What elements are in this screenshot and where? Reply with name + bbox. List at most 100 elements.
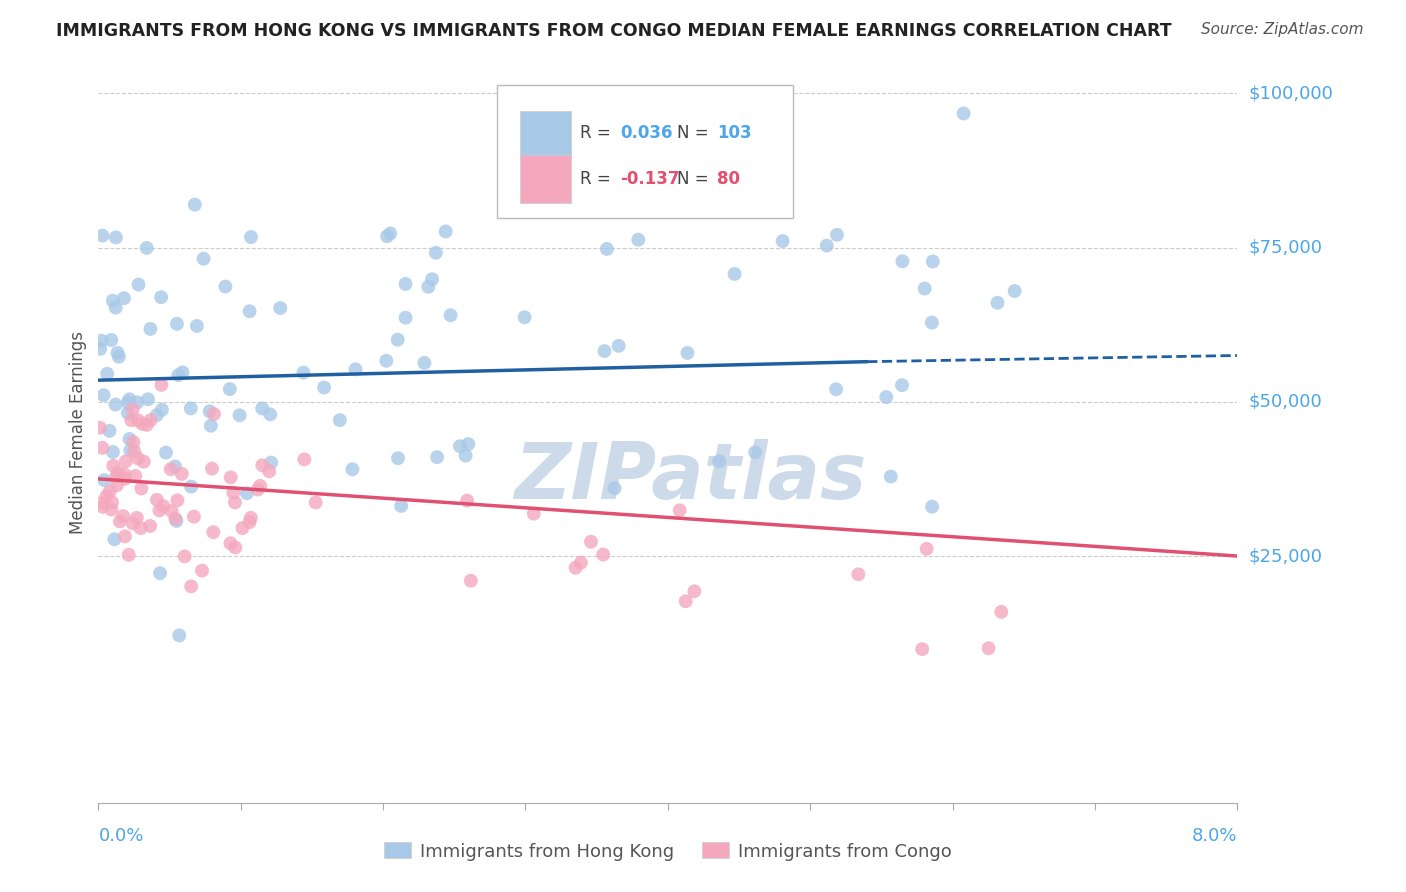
Text: 8.0%: 8.0% <box>1192 828 1237 846</box>
Point <box>166 493 188 508</box>
Point <box>921 500 943 514</box>
Point <box>150 290 173 304</box>
Point <box>418 279 440 293</box>
Point <box>127 413 149 427</box>
Point <box>124 444 146 458</box>
Point <box>96 367 118 381</box>
Point <box>668 503 690 517</box>
Point <box>387 333 409 347</box>
Text: -0.137: -0.137 <box>620 170 679 188</box>
Point <box>683 584 706 599</box>
Point <box>114 472 136 486</box>
Point <box>1004 284 1026 298</box>
Point <box>314 380 336 394</box>
Point <box>135 417 157 432</box>
Point <box>101 293 124 308</box>
Point <box>117 406 139 420</box>
Point <box>166 317 188 331</box>
Point <box>607 339 630 353</box>
Legend: Immigrants from Hong Kong, Immigrants from Congo: Immigrants from Hong Kong, Immigrants fr… <box>377 835 959 868</box>
Point <box>439 308 461 322</box>
Point <box>723 267 745 281</box>
Point <box>236 486 259 500</box>
Point <box>105 478 128 492</box>
Point <box>224 541 246 555</box>
Text: 103: 103 <box>717 124 751 142</box>
Point <box>380 227 402 241</box>
Point <box>193 252 215 266</box>
Text: $100,000: $100,000 <box>1249 84 1333 103</box>
Point <box>240 230 263 244</box>
Point <box>118 432 141 446</box>
Point <box>98 484 121 499</box>
Text: R =: R = <box>581 170 616 188</box>
Point <box>825 227 848 242</box>
Point <box>523 507 546 521</box>
Point <box>127 395 149 409</box>
Point <box>120 443 142 458</box>
FancyBboxPatch shape <box>520 111 571 159</box>
Point <box>167 368 190 383</box>
Point <box>121 516 143 531</box>
Point <box>114 529 136 543</box>
Point <box>146 492 169 507</box>
Point <box>180 579 202 593</box>
Point <box>239 510 262 524</box>
Point <box>596 242 619 256</box>
Point <box>891 254 914 268</box>
Y-axis label: Median Female Earnings: Median Female Earnings <box>69 331 87 534</box>
Point <box>394 277 416 291</box>
Text: IMMIGRANTS FROM HONG KONG VS IMMIGRANTS FROM CONGO MEDIAN FEMALE EARNINGS CORREL: IMMIGRANTS FROM HONG KONG VS IMMIGRANTS … <box>56 22 1171 40</box>
Point <box>96 489 118 503</box>
Point <box>342 462 364 476</box>
Point <box>413 356 436 370</box>
Point <box>114 454 136 468</box>
Point <box>249 479 271 493</box>
Point <box>104 230 127 244</box>
Point <box>100 333 122 347</box>
Point <box>136 392 159 407</box>
Point <box>183 509 205 524</box>
Point <box>128 277 150 292</box>
Point <box>921 254 943 268</box>
Point <box>990 605 1012 619</box>
Point <box>238 515 260 529</box>
Point <box>389 499 412 513</box>
Point <box>825 382 848 396</box>
Point <box>676 346 699 360</box>
Text: N =: N = <box>676 124 714 142</box>
Point <box>239 304 262 318</box>
Point <box>460 574 482 588</box>
Point <box>105 469 128 483</box>
Point <box>103 458 125 473</box>
Point <box>375 229 398 244</box>
Point <box>107 346 129 360</box>
Point <box>394 310 416 325</box>
Point <box>426 450 449 465</box>
Text: ZIPatlas: ZIPatlas <box>515 439 866 515</box>
Point <box>202 407 225 421</box>
Point <box>915 541 938 556</box>
Point <box>260 456 283 470</box>
Point <box>569 556 592 570</box>
Point <box>93 388 115 402</box>
FancyBboxPatch shape <box>498 85 793 218</box>
Point <box>224 495 246 509</box>
Text: 0.0%: 0.0% <box>98 828 143 846</box>
Point <box>454 449 477 463</box>
Point <box>131 482 153 496</box>
Point <box>100 502 122 516</box>
Point <box>457 437 479 451</box>
Text: $25,000: $25,000 <box>1249 547 1323 565</box>
Point <box>911 642 934 657</box>
Text: Source: ZipAtlas.com: Source: ZipAtlas.com <box>1201 22 1364 37</box>
Point <box>231 521 253 535</box>
Point <box>228 409 250 423</box>
Point <box>180 480 202 494</box>
Point <box>709 454 731 468</box>
Point <box>170 467 193 481</box>
Point <box>222 485 245 500</box>
Point <box>108 350 131 364</box>
Point <box>259 408 281 422</box>
Point <box>344 362 367 376</box>
